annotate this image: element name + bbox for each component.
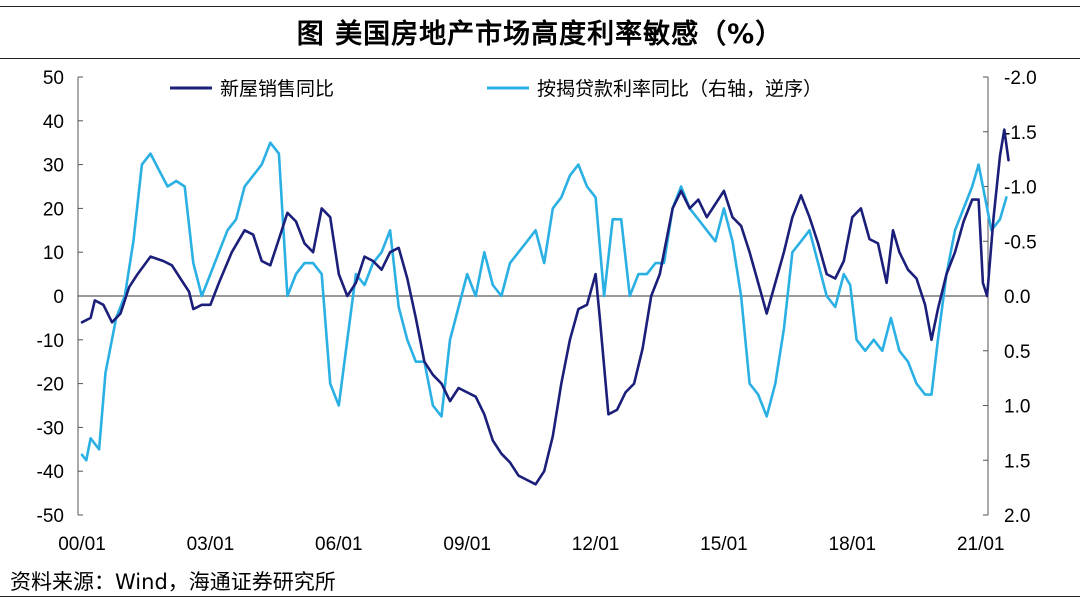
y-left-tick-label: -30 [37, 418, 64, 439]
y-left-tick-label: 40 [43, 112, 64, 133]
y-right-tick-label: 0.0 [1004, 287, 1030, 308]
series-line-mortgage-rate [80, 141, 1008, 462]
y-axis-right: -2.0 -1.5 -1.0 -0.5 0.0 0.5 1.0 1.5 2.0 [983, 68, 1037, 527]
x-tick-label: 21/01 [957, 534, 1005, 555]
x-tick-label: 09/01 [443, 534, 491, 555]
y-right-tick-label: -1.5 [1004, 123, 1037, 144]
x-axis: 00/01 03/01 06/01 09/01 12/01 15/01 18/01 21/01 [58, 295, 1005, 555]
y-right-tick-label: 1.5 [1004, 451, 1030, 472]
top-rule [0, 6, 1080, 7]
x-tick-label: 15/01 [700, 534, 748, 555]
x-tick-label: 00/01 [58, 534, 106, 555]
y-left-tick-label: 10 [43, 243, 64, 264]
y-left-tick-label: 30 [43, 156, 64, 177]
y-right-tick-label: 2.0 [1004, 506, 1030, 527]
x-tick-label: 12/01 [572, 534, 620, 555]
title-underline [0, 58, 1080, 59]
title-bar: 图 美国房地产市场高度利率敏感（%） [0, 0, 1080, 64]
y-right-tick-label: -2.0 [1004, 68, 1037, 89]
y-left-tick-label: -50 [37, 506, 64, 527]
y-left-tick-label: -20 [37, 375, 64, 396]
y-left-tick-label: 20 [43, 199, 64, 220]
y-right-tick-label: 1.0 [1004, 397, 1030, 418]
source-note: 资料来源：Wind，海通证券研究所 [10, 570, 336, 594]
y-left-tick-label: 0 [53, 287, 64, 308]
x-tick-label: 06/01 [315, 534, 363, 555]
y-left-tick-label: -40 [37, 462, 64, 483]
x-tick-label: 03/01 [187, 534, 235, 555]
x-tick-label: 18/01 [829, 534, 877, 555]
chart-title: 图 美国房地产市场高度利率敏感（%） [296, 19, 784, 50]
series-layer [80, 128, 1010, 486]
y-right-tick-label: 0.5 [1004, 342, 1030, 363]
y-left-tick-label: -10 [37, 331, 64, 352]
y-right-tick-label: -0.5 [1004, 232, 1037, 253]
legend-label-new-home-sales: 新屋销售同比 [220, 78, 334, 100]
legend-label-mortgage-rate: 按揭贷款利率同比（右轴，逆序） [537, 78, 822, 100]
series-line-new-home-sales [80, 128, 1010, 486]
y-left-tick-label: 50 [43, 68, 64, 89]
y-axis-left: 50 40 30 20 10 0 -10 -20 -30 -40 -50 [37, 68, 83, 527]
bottom-rule [0, 596, 1080, 597]
legend: 新屋销售同比 按揭贷款利率同比（右轴，逆序） [170, 78, 822, 100]
y-right-tick-label: -1.0 [1004, 178, 1037, 199]
